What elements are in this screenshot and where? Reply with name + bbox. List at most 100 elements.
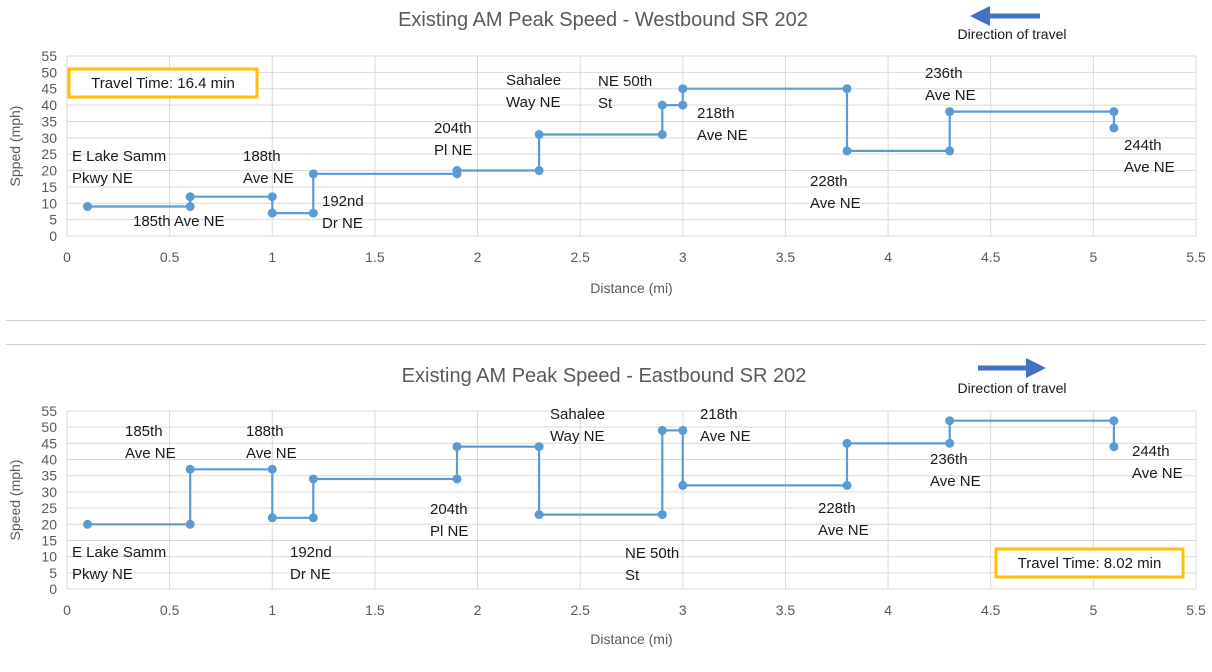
street-label: E Lake Samm Pkwy NE	[72, 544, 166, 583]
x-tick-label: 5.5	[1186, 602, 1206, 618]
street-label-line: Ave NE	[243, 170, 294, 187]
y-tick-label: 40	[41, 452, 57, 468]
westbound-chart-panel: Existing AM Peak Speed - Westbound SR 20…	[0, 0, 1212, 320]
travel-time-box	[67, 67, 259, 99]
chart-divider-lower	[6, 344, 1206, 345]
speed-data-point	[308, 208, 318, 218]
y-tick-label: 35	[41, 113, 57, 129]
street-label-line: Ave NE	[700, 428, 751, 445]
street-label-line: Sahalee	[550, 406, 605, 423]
x-tick-label: 1	[268, 249, 276, 265]
street-label-line: Pl NE	[434, 142, 472, 159]
street-label: NE 50th St	[598, 73, 652, 112]
speed-data-point	[945, 107, 955, 117]
speed-data-point	[534, 510, 544, 520]
y-tick-label: 30	[41, 130, 57, 146]
street-label: 204th Pl NE	[434, 120, 472, 159]
street-label: 228th Ave NE	[818, 500, 869, 539]
street-label-line: 192nd	[290, 544, 332, 561]
x-tick-label: 4	[884, 602, 892, 618]
eastbound-speed-chart: Existing AM Peak Speed - Eastbound SR 20…	[7, 358, 1206, 647]
street-label: 185th Ave NE	[125, 423, 176, 462]
street-label-line: 185th Ave NE	[133, 213, 224, 230]
street-label-line: Ave NE	[125, 445, 176, 462]
y-tick-label: 35	[41, 468, 57, 484]
speed-data-point	[657, 100, 667, 110]
x-tick-label: 2.5	[570, 602, 590, 618]
street-label: 192nd Dr NE	[290, 544, 332, 583]
street-label: 188th Ave NE	[243, 148, 294, 187]
speed-data-point	[267, 464, 277, 474]
speed-data-point	[678, 84, 688, 94]
y-axis-title: Spped (mph)	[7, 106, 23, 187]
x-tick-label: 4	[884, 249, 892, 265]
y-tick-label: 50	[41, 64, 57, 80]
y-tick-label: 30	[41, 484, 57, 500]
street-label: E Lake Samm Pkwy NE	[72, 148, 166, 187]
x-tick-label: 0	[63, 602, 71, 618]
westbound-speed-chart: Existing AM Peak Speed - Westbound SR 20…	[7, 6, 1206, 296]
speed-data-point	[452, 442, 462, 452]
street-label-line: Way NE	[506, 94, 560, 111]
y-tick-label: 5	[49, 212, 57, 228]
x-axis-title: Distance (mi)	[590, 280, 672, 296]
x-tick-label: 0	[63, 249, 71, 265]
speed-data-point	[678, 480, 688, 490]
chart-title: Existing AM Peak Speed - Eastbound SR 20…	[402, 365, 807, 387]
y-tick-label: 55	[41, 403, 57, 419]
speed-data-point	[308, 513, 318, 523]
x-tick-label: 2.5	[570, 249, 590, 265]
street-label-line: 228th	[810, 173, 848, 190]
y-tick-label: 25	[41, 500, 57, 516]
street-label: Sahalee Way NE	[506, 72, 561, 111]
x-tick-label: 3.5	[776, 249, 796, 265]
street-label: 218th Ave NE	[697, 105, 748, 144]
speed-data-point	[452, 474, 462, 484]
speed-data-point	[1109, 107, 1119, 117]
street-label-line: Pl NE	[430, 523, 468, 540]
street-label-line: St	[625, 567, 640, 584]
x-tick-label: 5.5	[1186, 249, 1206, 265]
speed-data-point	[842, 480, 852, 490]
speed-data-point	[534, 166, 544, 176]
x-tick-label: 4.5	[981, 602, 1001, 618]
street-label: Sahalee Way NE	[550, 406, 605, 445]
x-tick-label: 1.5	[365, 602, 385, 618]
speed-data-point	[945, 146, 955, 156]
speed-data-point	[1109, 416, 1119, 426]
speed-data-point	[267, 513, 277, 523]
chart-title: Existing AM Peak Speed - Westbound SR 20…	[398, 9, 808, 31]
speed-data-point	[657, 130, 667, 140]
street-label-line: NE 50th	[625, 545, 679, 562]
x-tick-label: 3	[679, 249, 687, 265]
speed-data-point	[945, 438, 955, 448]
x-tick-label: 3.5	[776, 602, 796, 618]
speed-data-point	[83, 519, 93, 529]
street-label-line: 185th	[125, 423, 163, 440]
speed-data-point	[678, 100, 688, 110]
speed-data-point	[267, 192, 277, 202]
travel-time-label: Travel Time: 8.02 min	[1018, 555, 1162, 572]
street-label-line: NE 50th	[598, 73, 652, 90]
speed-data-point	[678, 425, 688, 435]
street-label-line: 244th	[1132, 443, 1170, 460]
y-tick-label: 45	[41, 435, 57, 451]
speed-data-point	[842, 438, 852, 448]
y-tick-label: 20	[41, 163, 57, 179]
x-tick-label: 5	[1089, 602, 1097, 618]
street-label-line: Ave NE	[246, 445, 297, 462]
street-label: 236th Ave NE	[925, 65, 976, 104]
y-tick-label: 0	[49, 228, 57, 244]
x-tick-label: 5	[1089, 249, 1097, 265]
y-tick-label: 50	[41, 419, 57, 435]
street-label: 218th Ave NE	[700, 406, 751, 445]
street-label-line: Pkwy NE	[72, 566, 133, 583]
y-tick-label: 0	[49, 581, 57, 597]
street-label-line: Ave NE	[697, 127, 748, 144]
speed-data-point	[1109, 442, 1119, 452]
speed-data-point	[842, 146, 852, 156]
street-label: 192nd Dr NE	[322, 193, 364, 232]
street-label-line: Ave NE	[930, 473, 981, 490]
street-label-line: 204th	[434, 120, 472, 137]
street-label: 204th Pl NE	[430, 501, 468, 540]
